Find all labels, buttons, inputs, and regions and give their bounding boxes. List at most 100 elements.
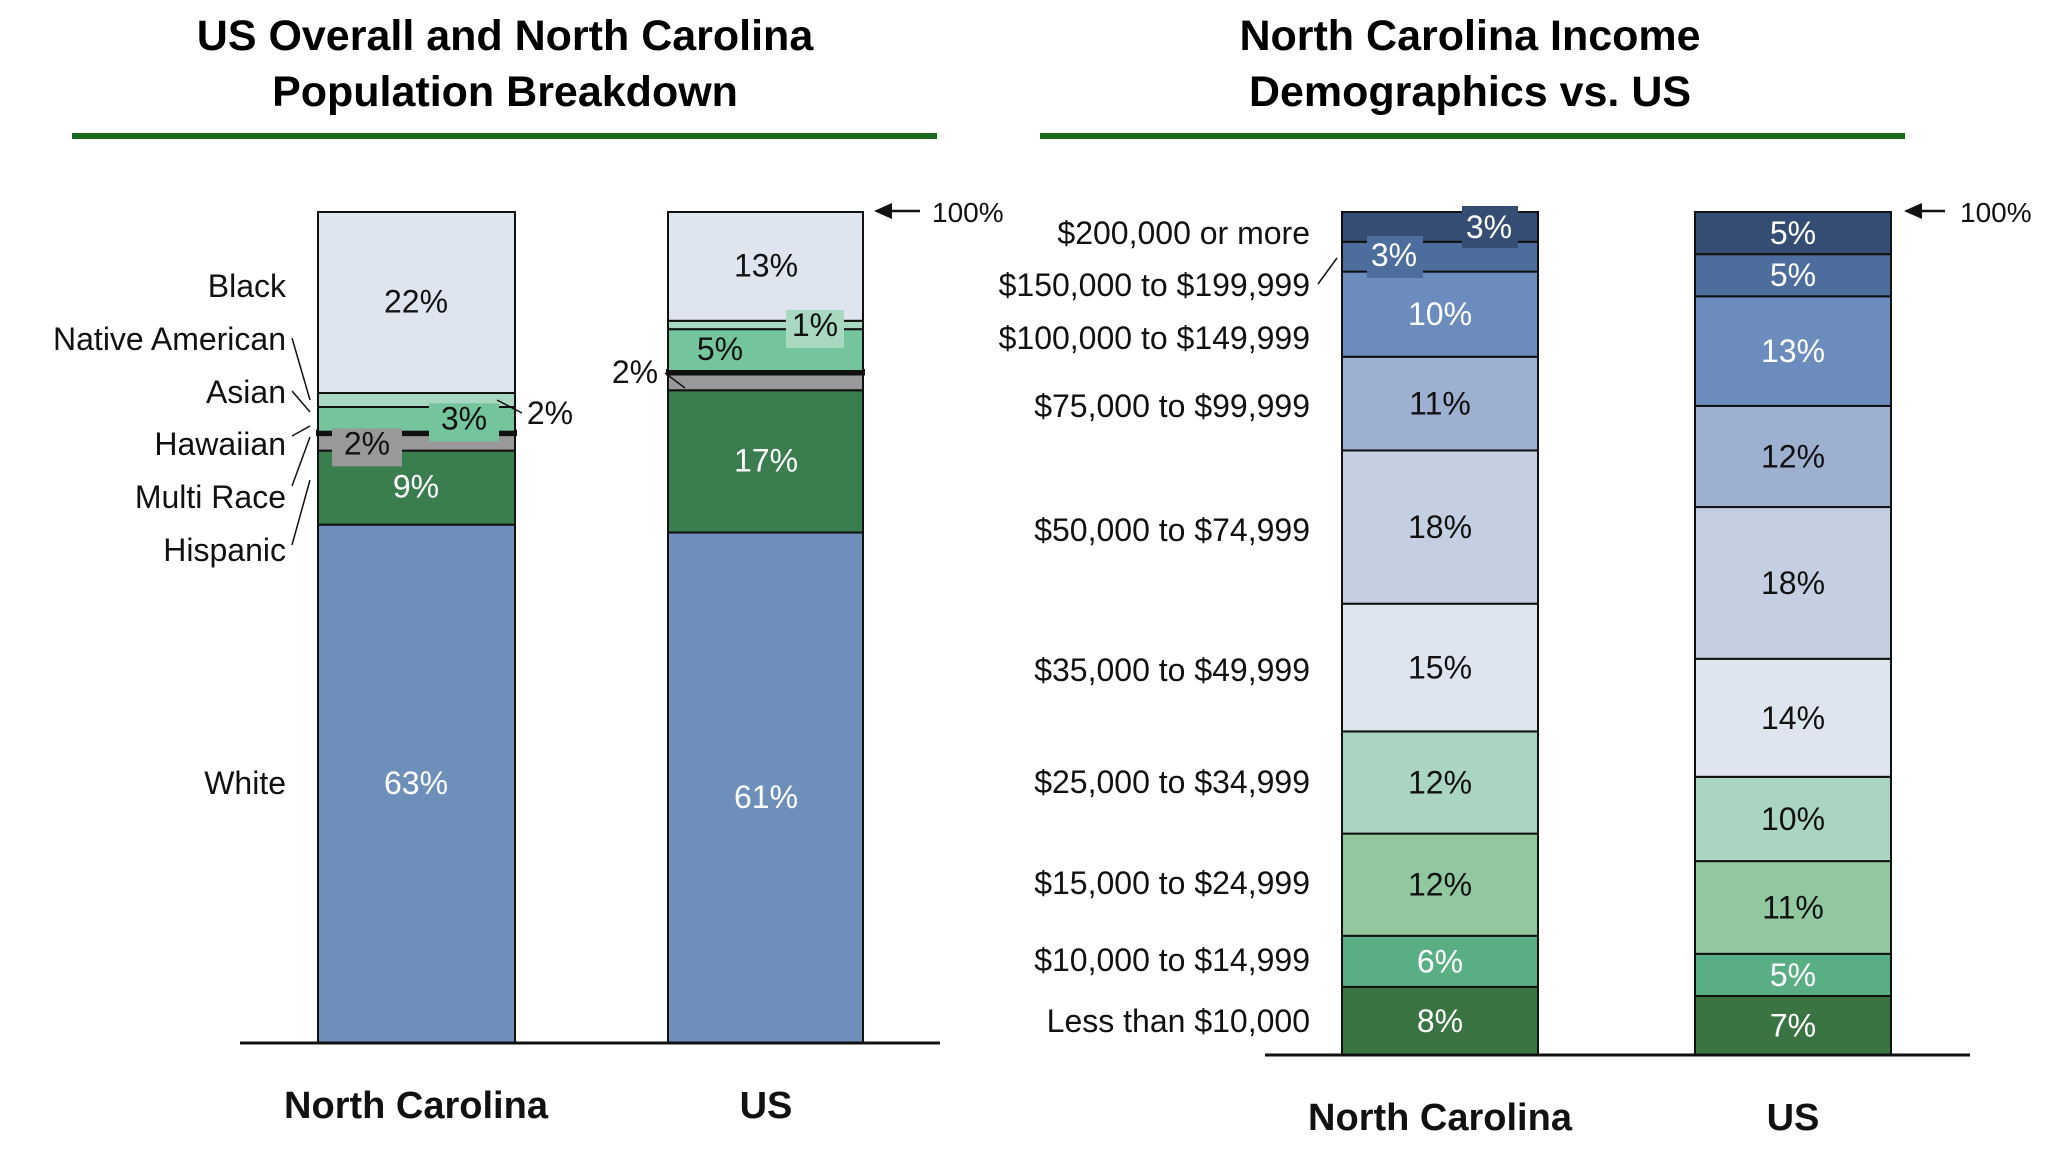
bar-segment-north-carolina-25-000-to-34-999: [1341, 730, 1539, 835]
bar-segment-us-less-than-10-000: [1694, 994, 1892, 1056]
data-label-north-carolina-10-000-to-14-999: 6%: [1417, 943, 1463, 979]
bar-segment-north-carolina-50-000-to-74-999: [1341, 449, 1539, 605]
data-label-bg: [786, 309, 844, 348]
income-label-150-000-to-199-999: $150,000 to $199,999: [999, 267, 1310, 303]
data-label-north-carolina-150-000-to-199-999: 3%: [1371, 237, 1417, 273]
data-label-north-carolina-black: 22%: [384, 284, 448, 320]
bar-segment-us-white: [667, 531, 864, 1044]
legend-label-multi-race: Multi Race: [135, 479, 286, 515]
bar-segment-north-carolina-15-000-to-24-999: [1341, 832, 1539, 937]
income-100-marker-label: 100%: [1960, 197, 2032, 228]
legend-label-hispanic: Hispanic: [163, 532, 286, 568]
bar-segment-us-multi-race: [667, 372, 864, 392]
data-label-north-carolina-35-000-to-49-999: 15%: [1408, 650, 1472, 686]
legend-leader-line: [291, 390, 311, 413]
arrow-left-icon: [1904, 203, 1922, 219]
income-leader-line: [1317, 257, 1338, 285]
bar-segment-us-100-000-to-149-999: [1694, 295, 1892, 407]
legend-label-white: White: [204, 765, 286, 801]
income-title-line-1: North Carolina Income: [1239, 12, 1701, 60]
bar-segment-us-15-000-to-24-999: [1694, 860, 1892, 955]
bar-segment-north-carolina-35-000-to-49-999: [1341, 602, 1539, 733]
data-label-us-25-000-to-34-999: 10%: [1761, 801, 1825, 837]
legend-label-native-american: Native American: [53, 321, 286, 357]
data-label-north-carolina-multi-race: 2%: [344, 425, 390, 461]
bar-segment-us-75-000-to-99-999: [1694, 404, 1892, 509]
population-title-rule: [72, 133, 937, 139]
legend-leader-line: [291, 479, 311, 546]
data-label-us-100-000-to-149-999: 13%: [1761, 333, 1825, 369]
data-label-us-35-000-to-49-999: 14%: [1761, 700, 1825, 736]
data-label-us-200-000-or-more: 5%: [1770, 215, 1816, 251]
data-label-us-less-than-10-000: 7%: [1770, 1007, 1816, 1043]
bar-segment-north-carolina-hispanic: [317, 449, 516, 526]
data-label-bg: [1367, 236, 1423, 278]
population-title-line-1: US Overall and North Carolina: [196, 12, 814, 60]
legend-label-hawaiian: Hawaiian: [154, 426, 286, 462]
data-label-us-white: 61%: [734, 779, 798, 815]
legend-leader-line: [291, 425, 311, 437]
data-label-us-hispanic: 17%: [734, 442, 798, 478]
income-label-35-000-to-49-999: $35,000 to $49,999: [1034, 652, 1310, 688]
data-label-us-15-000-to-24-999: 11%: [1762, 889, 1824, 925]
data-label-north-carolina-native-american: 2%: [527, 395, 573, 431]
income-title-line-2: Demographics vs. US: [1248, 68, 1692, 116]
income-label-25-000-to-34-999: $25,000 to $34,999: [1034, 764, 1310, 800]
bar-segment-us-10-000-to-14-999: [1694, 952, 1892, 997]
legend-label-asian: Asian: [206, 374, 286, 410]
income-label-50-000-to-74-999: $50,000 to $74,999: [1034, 512, 1310, 548]
population-title-line-2: Population Breakdown: [272, 68, 738, 116]
income-label-15-000-to-24-999: $15,000 to $24,999: [1034, 865, 1310, 901]
income-label-75-000-to-99-999: $75,000 to $99,999: [1034, 388, 1310, 424]
data-label-bg: [332, 428, 402, 467]
legend-leader-line: [291, 337, 311, 401]
data-label-north-carolina-100-000-to-149-999: 10%: [1408, 296, 1472, 332]
income-label-200-000-or-more: $200,000 or more: [1057, 215, 1310, 251]
data-label-us-native-american: 1%: [792, 307, 838, 343]
x-label-us: US: [1767, 1097, 1820, 1139]
data-label-north-carolina-less-than-10-000: 8%: [1417, 1003, 1463, 1039]
legend-label-black: Black: [208, 268, 287, 304]
legend-leader-line: [291, 436, 311, 487]
bar-segment-north-carolina-black: [317, 211, 516, 395]
population-chart-title: US Overall and North Carolina Population…: [90, 8, 920, 120]
data-label-north-carolina-hispanic: 9%: [393, 469, 439, 505]
data-label-north-carolina-75-000-to-99-999: 11%: [1409, 386, 1471, 422]
data-label-bg: [1462, 206, 1518, 248]
data-label-north-carolina-200-000-or-more: 3%: [1466, 209, 1512, 245]
data-label-north-carolina-50-000-to-74-999: 18%: [1408, 509, 1472, 545]
data-label-us-multi-race: 2%: [612, 354, 658, 390]
x-label-north-carolina: North Carolina: [1308, 1097, 1573, 1139]
bar-segment-us-black: [667, 211, 864, 322]
bar-segment-north-carolina-white: [317, 523, 516, 1044]
data-label-bg: [429, 403, 499, 442]
income-label-less-than-10-000: Less than $10,000: [1047, 1003, 1310, 1039]
bar-segment-us-200-000-or-more: [1694, 211, 1892, 256]
data-label-north-carolina-15-000-to-24-999: 12%: [1408, 867, 1472, 903]
leader-line-us-multi-race: [664, 372, 686, 389]
bar-segment-us-50-000-to-74-999: [1694, 506, 1892, 660]
data-label-us-black: 13%: [734, 247, 798, 283]
data-label-us-75-000-to-99-999: 12%: [1761, 438, 1825, 474]
bar-segment-us-35-000-to-49-999: [1694, 657, 1892, 778]
data-label-us-10-000-to-14-999: 5%: [1770, 957, 1816, 993]
data-label-north-carolina-25-000-to-34-999: 12%: [1408, 765, 1472, 801]
data-label-north-carolina-asian: 3%: [441, 400, 487, 436]
x-label-north-carolina: North Carolina: [284, 1085, 549, 1127]
population-100-marker-label: 100%: [932, 197, 1004, 228]
x-label-us: US: [740, 1085, 793, 1127]
income-label-100-000-to-149-999: $100,000 to $149,999: [999, 320, 1310, 356]
leader-line-nc-native-american: [496, 399, 523, 414]
income-title-rule: [1040, 133, 1905, 139]
data-label-us-asian: 5%: [697, 331, 743, 367]
data-label-us-150-000-to-199-999: 5%: [1770, 257, 1816, 293]
bar-segment-north-carolina-10-000-to-14-999: [1341, 934, 1539, 988]
bar-segment-north-carolina-100-000-to-149-999: [1341, 270, 1539, 358]
arrow-left-icon: [874, 203, 892, 219]
income-label-10-000-to-14-999: $10,000 to $14,999: [1034, 942, 1310, 978]
data-label-us-50-000-to-74-999: 18%: [1761, 565, 1825, 601]
bar-segment-north-carolina-75-000-to-99-999: [1341, 355, 1539, 452]
income-chart-title: North Carolina Income Demographics vs. U…: [1060, 8, 1880, 120]
data-label-north-carolina-white: 63%: [384, 765, 448, 801]
